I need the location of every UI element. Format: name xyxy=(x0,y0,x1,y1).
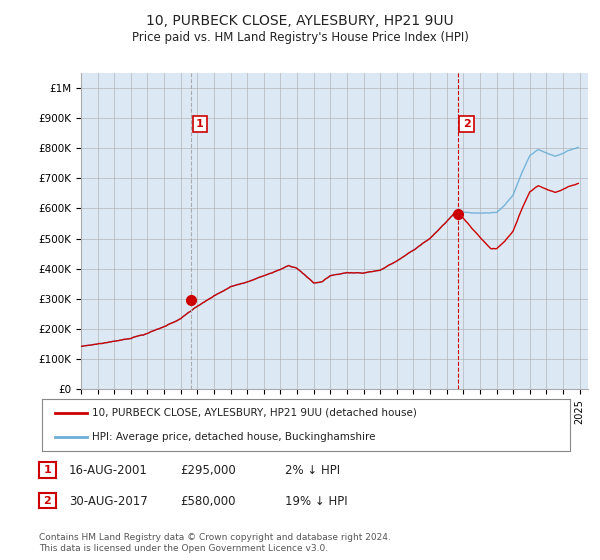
Text: 16-AUG-2001: 16-AUG-2001 xyxy=(69,464,148,477)
Text: £580,000: £580,000 xyxy=(180,494,235,508)
Text: £295,000: £295,000 xyxy=(180,464,236,477)
Text: 10, PURBECK CLOSE, AYLESBURY, HP21 9UU: 10, PURBECK CLOSE, AYLESBURY, HP21 9UU xyxy=(146,14,454,28)
Text: 2: 2 xyxy=(44,496,51,506)
Text: 1: 1 xyxy=(196,119,204,129)
Text: Contains HM Land Registry data © Crown copyright and database right 2024.
This d: Contains HM Land Registry data © Crown c… xyxy=(39,533,391,553)
Text: 2: 2 xyxy=(463,119,470,129)
Text: 30-AUG-2017: 30-AUG-2017 xyxy=(69,494,148,508)
Text: 10, PURBECK CLOSE, AYLESBURY, HP21 9UU (detached house): 10, PURBECK CLOSE, AYLESBURY, HP21 9UU (… xyxy=(92,408,417,418)
Text: 19% ↓ HPI: 19% ↓ HPI xyxy=(285,494,347,508)
Text: HPI: Average price, detached house, Buckinghamshire: HPI: Average price, detached house, Buck… xyxy=(92,432,376,442)
Text: Price paid vs. HM Land Registry's House Price Index (HPI): Price paid vs. HM Land Registry's House … xyxy=(131,31,469,44)
Text: 2% ↓ HPI: 2% ↓ HPI xyxy=(285,464,340,477)
Text: 1: 1 xyxy=(44,465,51,475)
